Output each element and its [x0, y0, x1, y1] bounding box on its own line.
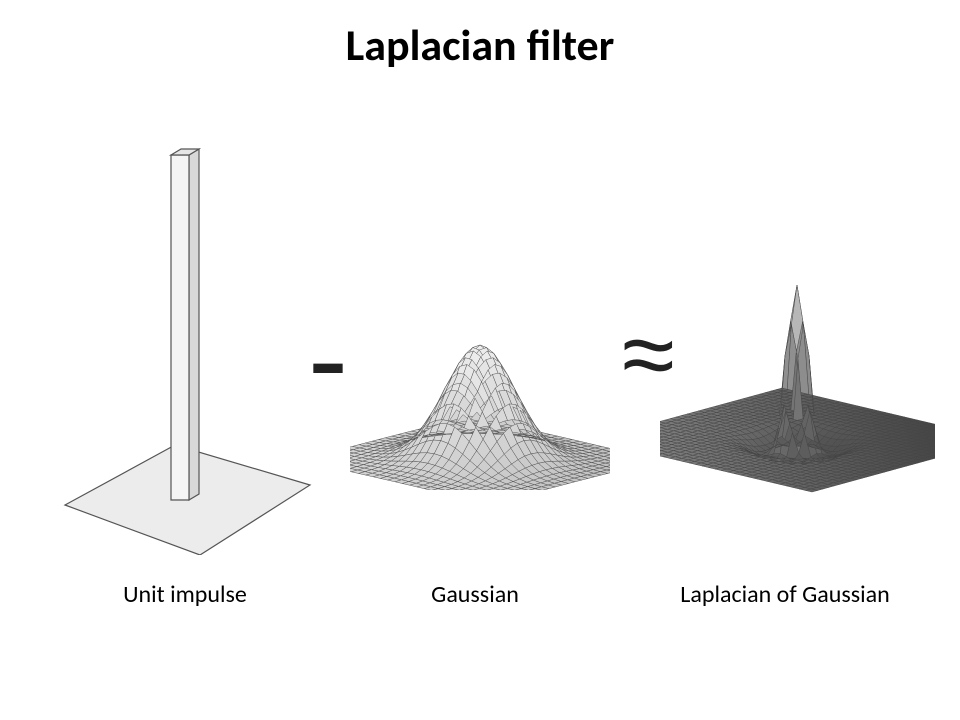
caption-log: Laplacian of Gaussian	[640, 580, 930, 609]
impulse-svg	[35, 125, 325, 555]
page-title: Laplacian filter	[0, 18, 960, 72]
log-svg	[660, 235, 935, 495]
gaussian-svg	[350, 260, 610, 490]
caption-gaussian: Gaussian	[360, 580, 590, 609]
caption-impulse: Unit impulse	[70, 580, 300, 609]
